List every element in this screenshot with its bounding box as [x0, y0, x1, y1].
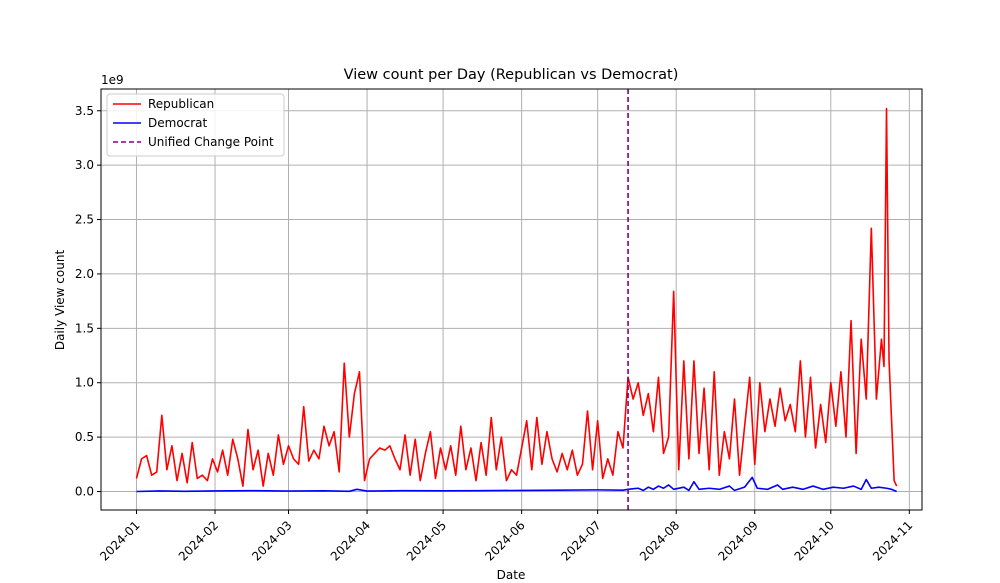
- series-line-democrat: [136, 476, 897, 493]
- y-tick-label: 2.5: [75, 213, 94, 227]
- y-tick-label: 0.5: [75, 430, 94, 444]
- chart-title: View count per Day (Republican vs Democr…: [344, 67, 679, 83]
- y-tick-label: 0.0: [75, 485, 94, 499]
- legend-label-democrat: Democrat: [148, 116, 208, 130]
- y-offset-label: 1e9: [101, 73, 124, 87]
- plot-frame: [100, 88, 923, 511]
- y-axis-title: Daily View count: [53, 250, 67, 351]
- series-layer: [135, 107, 898, 493]
- y-tick-label: 2.0: [75, 267, 94, 281]
- x-axis-title: Date: [497, 568, 526, 582]
- legend-label-change-point: Unified Change Point: [148, 135, 274, 149]
- y-tick-label: 1.5: [75, 321, 94, 335]
- legend: Republican Democrat Unified Change Point: [106, 93, 285, 157]
- grid: [101, 89, 922, 510]
- legend-box: [106, 93, 285, 157]
- y-tick-label: 1.0: [75, 376, 94, 390]
- legend-label-republican: Republican: [148, 97, 214, 111]
- y-tick-label: 3.5: [75, 104, 94, 118]
- series-line-republican: [135, 107, 898, 487]
- y-tick-label: 3.0: [75, 158, 94, 172]
